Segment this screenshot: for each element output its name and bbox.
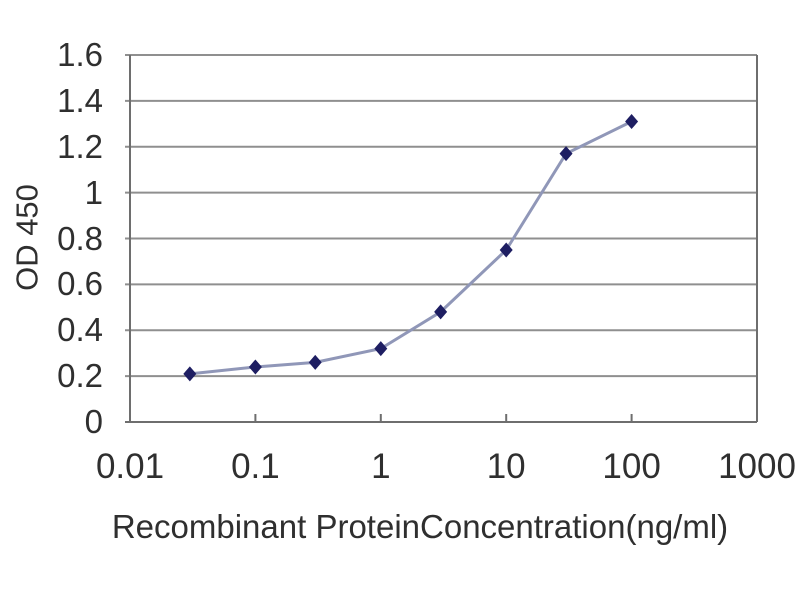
data-point-marker: [308, 354, 322, 370]
data-point-marker: [248, 359, 262, 375]
data-series-line: [189, 120, 633, 376]
x-axis-title: Recombinant ProteinConcentration(ng/ml): [111, 508, 729, 545]
data-point-marker: [374, 341, 388, 357]
data-point-marker: [625, 114, 639, 130]
data-point-marker: [559, 146, 573, 162]
y-axis-title: OD 450: [9, 184, 45, 291]
data-point-marker: [434, 304, 448, 320]
data-point-marker: [183, 366, 197, 382]
data-point-marker: [499, 242, 513, 258]
